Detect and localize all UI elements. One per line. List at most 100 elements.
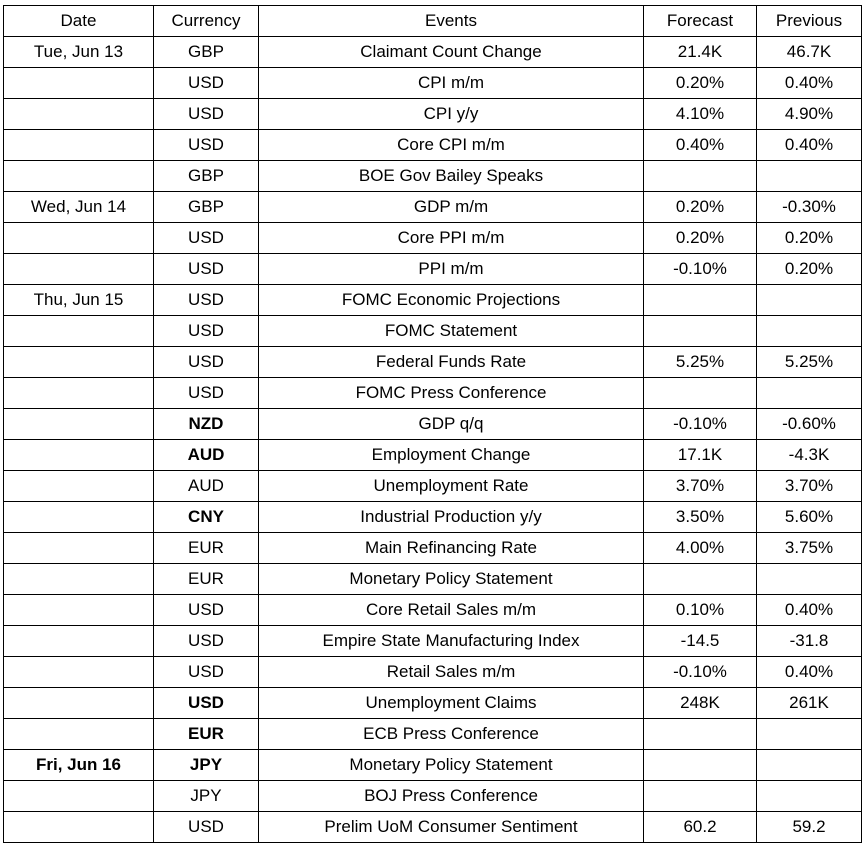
previous-cell: 59.2: [756, 811, 862, 843]
table-row: USD Core PPI m/m 0.20% 0.20%: [3, 222, 862, 254]
event-cell: Main Refinancing Rate: [258, 532, 644, 564]
currency-cell: USD: [153, 129, 259, 161]
event-cell: CPI m/m: [258, 67, 644, 99]
previous-cell: [756, 315, 862, 347]
table-row: AUD Unemployment Rate 3.70% 3.70%: [3, 470, 862, 502]
currency-cell: USD: [153, 284, 259, 316]
event-cell: CPI y/y: [258, 98, 644, 130]
forecast-cell: 60.2: [643, 811, 757, 843]
previous-cell: -0.30%: [756, 191, 862, 223]
forecast-cell: [643, 160, 757, 192]
event-cell: Unemployment Rate: [258, 470, 644, 502]
currency-cell: USD: [153, 594, 259, 626]
table-row: Tue, Jun 13 GBP Claimant Count Change 21.4K…: [3, 36, 862, 68]
forecast-cell: [643, 749, 757, 781]
date-cell: [3, 687, 154, 719]
previous-cell: 0.40%: [756, 129, 862, 161]
date-cell: [3, 625, 154, 657]
date-cell: [3, 470, 154, 502]
forecast-cell: 17.1K: [643, 439, 757, 471]
currency-cell: JPY: [153, 780, 259, 812]
date-cell: [3, 439, 154, 471]
event-cell: Empire State Manufacturing Index: [258, 625, 644, 657]
forecast-cell: 4.00%: [643, 532, 757, 564]
currency-cell: EUR: [153, 718, 259, 750]
date-cell: [3, 811, 154, 843]
forecast-cell: 0.10%: [643, 594, 757, 626]
forecast-cell: 0.20%: [643, 67, 757, 99]
event-cell: FOMC Economic Projections: [258, 284, 644, 316]
calendar-body: Tue, Jun 13 GBP Claimant Count Change 21.4K…: [3, 36, 862, 843]
currency-cell: JPY: [153, 749, 259, 781]
date-cell: [3, 67, 154, 99]
table-row: USD PPI m/m -0.10% 0.20%: [3, 253, 862, 285]
previous-cell: 46.7K: [756, 36, 862, 68]
table-row: CNY Industrial Production y/y 3.50% 5.60%: [3, 501, 862, 533]
forecast-cell: 5.25%: [643, 346, 757, 378]
table-row: EUR Main Refinancing Rate 4.00% 3.75%: [3, 532, 862, 564]
table-row: Fri, Jun 16 JPY Monetary Policy Statement: [3, 749, 862, 781]
forecast-cell: 248K: [643, 687, 757, 719]
event-cell: FOMC Press Conference: [258, 377, 644, 409]
previous-cell: 261K: [756, 687, 862, 719]
currency-cell: USD: [153, 315, 259, 347]
table-row: AUD Employment Change 17.1K -4.3K: [3, 439, 862, 471]
event-cell: Monetary Policy Statement: [258, 749, 644, 781]
event-cell: Industrial Production y/y: [258, 501, 644, 533]
date-cell: [3, 718, 154, 750]
currency-cell: USD: [153, 687, 259, 719]
table-row: EUR Monetary Policy Statement: [3, 563, 862, 595]
event-cell: Retail Sales m/m: [258, 656, 644, 688]
date-cell: [3, 377, 154, 409]
event-cell: PPI m/m: [258, 253, 644, 285]
events-column-header: Events: [258, 5, 644, 37]
date-cell: [3, 129, 154, 161]
previous-cell: 0.20%: [756, 222, 862, 254]
currency-cell: USD: [153, 377, 259, 409]
forecast-cell: -0.10%: [643, 656, 757, 688]
event-cell: Prelim UoM Consumer Sentiment: [258, 811, 644, 843]
table-row: USD Retail Sales m/m -0.10% 0.40%: [3, 656, 862, 688]
previous-cell: 0.40%: [756, 594, 862, 626]
forecast-column-header: Forecast: [643, 5, 757, 37]
table-row: USD Core CPI m/m 0.40% 0.40%: [3, 129, 862, 161]
currency-cell: USD: [153, 222, 259, 254]
date-cell: [3, 253, 154, 285]
event-cell: BOE Gov Bailey Speaks: [258, 160, 644, 192]
previous-cell: [756, 718, 862, 750]
table-row: USD Unemployment Claims 248K 261K: [3, 687, 862, 719]
currency-cell: EUR: [153, 563, 259, 595]
previous-cell: 3.75%: [756, 532, 862, 564]
header-row: Date Currency Events Forecast Previous: [3, 5, 862, 37]
previous-cell: -31.8: [756, 625, 862, 657]
event-cell: FOMC Statement: [258, 315, 644, 347]
forecast-cell: [643, 377, 757, 409]
event-cell: BOJ Press Conference: [258, 780, 644, 812]
previous-cell: [756, 160, 862, 192]
previous-cell: [756, 563, 862, 595]
date-cell: [3, 98, 154, 130]
date-cell: Thu, Jun 15: [3, 284, 154, 316]
currency-cell: CNY: [153, 501, 259, 533]
currency-cell: AUD: [153, 470, 259, 502]
table-row: USD CPI m/m 0.20% 0.40%: [3, 67, 862, 99]
forecast-cell: 4.10%: [643, 98, 757, 130]
currency-cell: USD: [153, 625, 259, 657]
forecast-cell: 0.20%: [643, 191, 757, 223]
table-row: USD Core Retail Sales m/m 0.10% 0.40%: [3, 594, 862, 626]
table-row: GBP BOE Gov Bailey Speaks: [3, 160, 862, 192]
previous-cell: 4.90%: [756, 98, 862, 130]
previous-cell: [756, 780, 862, 812]
event-cell: Unemployment Claims: [258, 687, 644, 719]
date-cell: [3, 346, 154, 378]
forecast-cell: [643, 563, 757, 595]
currency-cell: USD: [153, 656, 259, 688]
previous-column-header: Previous: [756, 5, 862, 37]
date-cell: [3, 408, 154, 440]
date-cell: [3, 160, 154, 192]
date-cell: Tue, Jun 13: [3, 36, 154, 68]
table-row: USD CPI y/y 4.10% 4.90%: [3, 98, 862, 130]
table-row: USD Federal Funds Rate 5.25% 5.25%: [3, 346, 862, 378]
previous-cell: -4.3K: [756, 439, 862, 471]
forecast-cell: -0.10%: [643, 253, 757, 285]
